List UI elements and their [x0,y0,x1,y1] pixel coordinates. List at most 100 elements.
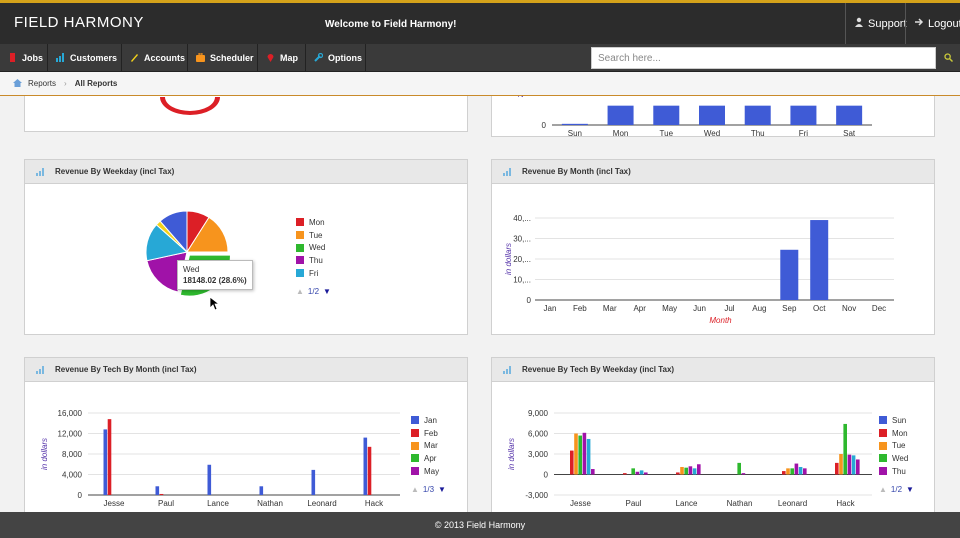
pie-slice [159,210,188,254]
tech-weekday-bar-chart[interactable]: -3,000 0 3,000 6,000 9,000 Jesse Paul Lance Nath… [492,382,877,512]
legend-item-apr[interactable]: Apr [411,452,446,465]
bar [644,472,648,475]
bar [159,493,164,495]
bar [790,105,817,125]
legend-item-fri[interactable]: Fri [296,267,331,280]
legend-item-may[interactable]: May [411,465,446,478]
y-tick-label: 20,... [513,255,531,264]
search-input[interactable] [591,47,936,69]
y-tick-label: 8,000 [62,450,83,459]
bar [782,471,786,475]
legend-pager: ▲ 1/2 ▼ [879,485,914,494]
y-tick-label: 0 [542,121,547,130]
legend-label: Mon [309,217,325,227]
panel-title: Revenue By Tech By Weekday (incl Tax) [522,365,675,374]
pager-next-icon[interactable]: ▼ [438,485,446,495]
legend-swatch [296,256,304,265]
search-button[interactable] [936,47,960,69]
bar [692,468,697,475]
pager-next-icon[interactable]: ▼ [906,485,914,495]
nav-map-label: Map [280,53,298,63]
y-tick-label: 0 [544,471,549,480]
legend-item-thu[interactable]: Thu [879,465,914,478]
pager-text: 1/2 [307,287,320,297]
support-label: Support [868,17,907,30]
bar [836,105,863,125]
pager-prev-icon[interactable]: ▲ [879,485,887,495]
panel-top-right: 0NSunMonTueWedThuFriSatDay [491,96,935,151]
legend-item-sun[interactable]: Sun [879,414,914,427]
app-logo[interactable]: FIELD HARMONY [14,14,144,31]
tech-month-bar-chart[interactable]: 0 4,000 8,000 12,000 16,000 Jesse Paul Lance Nat… [25,382,405,512]
pager-next-icon[interactable]: ▼ [323,287,331,297]
bar [744,105,771,125]
legend-item-wed[interactable]: Wed [296,241,331,254]
bar [311,469,316,495]
bar [847,454,852,475]
panel-revenue-by-tech-by-month: Revenue By Tech By Month (incl Tax) 0 4,0… [24,357,468,512]
nav-customers[interactable]: Customers [48,44,122,72]
support-link[interactable]: Support [845,3,907,44]
bar [367,446,372,495]
bar [794,463,799,475]
logout-link[interactable]: Logout [905,3,960,44]
breadcrumb-all-reports: All Reports [74,79,118,88]
reports-content[interactable]: 0NSunMonTueWedThuFriSatDay Revenue By We… [0,96,960,512]
user-icon [854,17,864,30]
pager-prev-icon[interactable]: ▲ [411,485,419,495]
pie-tooltip: Wed 18148.02 (28.6%) [177,260,253,290]
legend-item-mon[interactable]: Mon [879,427,914,440]
legend-item-thu[interactable]: Thu [296,254,331,267]
x-tick-label: Apr [633,304,646,313]
bar [737,462,741,475]
y-axis-label: in dollars [40,438,49,470]
bar [635,471,640,475]
nav-jobs-label: Jobs [22,53,44,63]
panel-header: Revenue By Tech By Weekday (incl Tax) [492,358,934,382]
legend-item-jan[interactable]: Jan [411,414,446,427]
nav-accounts[interactable]: Accounts [122,44,188,72]
legend-pager: ▲ 1/2 ▼ [296,287,331,296]
y-tick-label: 0 [527,296,532,305]
tech-weekday-legend: Sun Mon Tue Wed Thu ▲ 1/2 ▼ [879,414,914,494]
month-bar-chart[interactable]: 0 10,... 20,... 30,... 40,... Jan Feb Mar Apr May… [492,184,936,334]
pager-prev-icon[interactable]: ▲ [296,287,304,297]
breadcrumb-reports[interactable]: Reports [28,79,57,88]
y-axis-label: in dollars [504,243,513,275]
x-tick-label: Sun [568,129,582,138]
nav-jobs[interactable]: Jobs [0,44,48,72]
y-tick-label: 4,000 [62,471,83,480]
legend-label: Wed [309,243,326,253]
nav-options[interactable]: Options [306,44,366,72]
x-tick-label: Jesse [570,499,591,508]
legend-item-mon[interactable]: Mon [296,216,331,229]
legend-item-feb[interactable]: Feb [411,427,446,440]
home-icon[interactable] [13,78,22,89]
tech-month-legend: Jan Feb Mar Apr May ▲ 1/3 ▼ [411,414,446,494]
legend-label: Feb [424,428,438,438]
bar [741,473,746,475]
legend-label: Apr [424,453,437,463]
x-tick-label: Sep [782,304,797,313]
bar [699,105,725,125]
logout-icon [914,17,924,30]
bar [586,438,591,475]
legend-item-tue[interactable]: Tue [296,229,331,242]
weekday-pie-chart[interactable] [25,184,469,334]
nav-scheduler[interactable]: Scheduler [188,44,258,72]
nav-map[interactable]: Map [258,44,306,72]
pie-legend: Mon Tue Wed Thu Fri ▲ 1/2 ▼ [296,216,331,296]
legend-item-tue[interactable]: Tue [879,439,914,452]
legend-item-wed[interactable]: Wed [879,452,914,465]
legend-swatch [296,218,304,227]
bar [107,419,112,495]
panel-header: Revenue By Month (incl Tax) [492,160,934,184]
legend-item-mar[interactable]: Mar [411,439,446,452]
tooltip-value: 18148.02 (28.6%) [183,276,247,285]
x-tick-label: Leonard [778,499,807,508]
x-axis-label: Month [709,316,732,325]
pencil-icon [130,53,139,64]
bar [578,435,582,475]
search-icon [943,49,953,67]
bar [582,432,587,475]
